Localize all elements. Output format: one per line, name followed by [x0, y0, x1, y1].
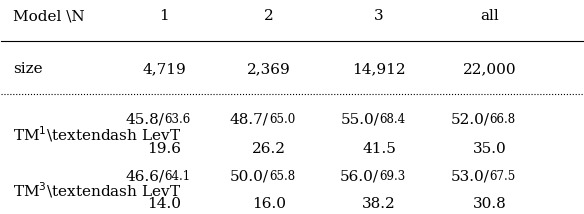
Text: all: all: [480, 9, 499, 23]
Text: 69.3: 69.3: [379, 170, 405, 183]
Text: 50.0/: 50.0/: [230, 169, 269, 183]
Text: 55.0/: 55.0/: [340, 112, 379, 126]
Text: 45.8/: 45.8/: [125, 112, 164, 126]
Text: 16.0: 16.0: [252, 197, 286, 211]
Text: 38.2: 38.2: [362, 197, 396, 211]
Text: 19.6: 19.6: [147, 142, 181, 156]
Text: TM$^1$\textendash LevT: TM$^1$\textendash LevT: [13, 124, 181, 144]
Text: 64.1: 64.1: [164, 170, 190, 183]
Text: 1: 1: [159, 9, 169, 23]
Text: 41.5: 41.5: [362, 142, 396, 156]
Text: 67.5: 67.5: [489, 170, 516, 183]
Text: 22,000: 22,000: [463, 62, 516, 76]
Text: 65.0: 65.0: [269, 113, 295, 126]
Text: 2: 2: [264, 9, 274, 23]
Text: 14.0: 14.0: [147, 197, 181, 211]
Text: 65.8: 65.8: [269, 170, 295, 183]
Text: 35.0: 35.0: [472, 142, 506, 156]
Text: 3: 3: [374, 9, 384, 23]
Text: TM$^3$\textendash LevT: TM$^3$\textendash LevT: [13, 180, 181, 200]
Text: 53.0/: 53.0/: [451, 169, 489, 183]
Text: 46.6/: 46.6/: [125, 169, 164, 183]
Text: 2,369: 2,369: [247, 62, 291, 76]
Text: 48.7/: 48.7/: [230, 112, 269, 126]
Text: Model \N: Model \N: [13, 9, 85, 23]
Text: size: size: [13, 62, 43, 76]
Text: 26.2: 26.2: [252, 142, 286, 156]
Text: 14,912: 14,912: [352, 62, 406, 76]
Text: 30.8: 30.8: [472, 197, 506, 211]
Text: 66.8: 66.8: [489, 113, 516, 126]
Text: 68.4: 68.4: [379, 113, 405, 126]
Text: 52.0/: 52.0/: [451, 112, 489, 126]
Text: 63.6: 63.6: [164, 113, 190, 126]
Text: 4,719: 4,719: [142, 62, 186, 76]
Text: 56.0/: 56.0/: [340, 169, 379, 183]
